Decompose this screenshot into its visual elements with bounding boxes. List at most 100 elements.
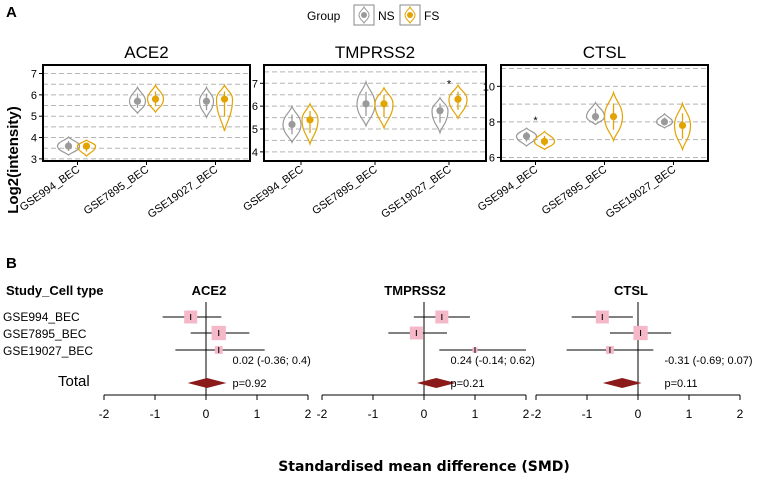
violin-fs-1: [146, 83, 165, 114]
median-dot: [306, 116, 314, 124]
forest-x-tick-label: 1: [254, 407, 261, 421]
panel-b-label: B: [6, 255, 17, 272]
y-tick-label: 6: [31, 90, 37, 102]
violin-ns-1: [356, 79, 376, 128]
x-tick-label: GSE19027_BEC: [379, 164, 454, 221]
forest-x-axis-label: Standardised mean difference (SMD): [278, 459, 570, 475]
forest-x-tick-label: -1: [150, 407, 161, 421]
legend: Group NS FS: [307, 4, 439, 26]
total-p-value: p=0.92: [233, 378, 267, 390]
violin-fs-2: [673, 101, 692, 152]
x-tick-label: GSE7895_BEC: [540, 164, 610, 218]
median-dot: [151, 95, 160, 103]
y-tick-label: 8: [489, 117, 495, 129]
forest-gene-title: CTSL: [614, 283, 648, 298]
forest-ace2: ACE2 -2 -1 0 1 2 0.02 (-0.36; 0.4) p=0.92: [99, 283, 312, 421]
total-ci-text: 0.24 (-0.14; 0.62): [451, 355, 535, 367]
violin-panel-tmprss2: TMPRSS2 4 5 6 7 GSE994_BEC GSE7895_BEC * GSE1902…: [241, 43, 487, 221]
forest-x-tick-label: -2: [317, 407, 328, 421]
violin-panel-ctsl: CTSL 6 8 10 * GSE994_BEC GSE7895_BECGSE19027_B…: [476, 43, 709, 221]
forest-gene-title: TMPRSS2: [384, 283, 445, 298]
violin-fs-1: [374, 86, 394, 130]
violin-fs-1: [603, 90, 624, 143]
forest-x-tick-label: 0: [635, 407, 642, 421]
study-label-gse7895: GSE7895_BEC: [3, 327, 87, 341]
median-dot: [436, 107, 444, 115]
violin-ns-2: [655, 112, 674, 129]
forest-x-tick-label: 2: [523, 407, 530, 421]
forest-x-tick-label: -1: [582, 407, 593, 421]
total-ci-text: -0.31 (-0.69; 0.07): [665, 355, 753, 367]
violin-fs-2: [448, 83, 468, 120]
total-diamond: [602, 378, 642, 388]
violin-fs-0: [76, 139, 97, 158]
median-dot: [454, 95, 462, 103]
panel-a-label: A: [6, 4, 17, 21]
median-dot: [609, 112, 618, 121]
median-dot: [220, 95, 229, 103]
forest-x-tick-label: 1: [686, 407, 693, 421]
x-tick-label: GSE994_BEC: [241, 164, 306, 214]
median-dot: [522, 132, 531, 140]
study-label-gse19027: GSE19027_BEC: [3, 344, 93, 358]
x-tick-label: GSE7895_BEC: [310, 164, 380, 218]
legend-ns-label: NS: [378, 9, 395, 23]
total-p-value: p=0.11: [665, 378, 698, 390]
panel-frame: [500, 64, 709, 162]
median-dot: [660, 118, 669, 126]
panel-title: CTSL: [583, 43, 626, 62]
median-dot: [202, 97, 211, 105]
median-dot: [133, 97, 142, 105]
y-tick-label: 5: [31, 111, 37, 123]
y-tick-label: 3: [31, 154, 37, 166]
violin-ns-1: [585, 101, 606, 126]
violin-ns-0: [56, 136, 81, 156]
median-dot: [591, 112, 600, 121]
forest-tmprss2: TMPRSS2 -2 -1 0 1 2 0.24 (-0.14; 0.62) p=0.21: [317, 283, 535, 421]
significance-star: *: [533, 115, 538, 127]
forest-plots: ACE2 -2 -1 0 1 2 0.02 (-0.36; 0.4) p=0.92 TMPRSS…: [99, 283, 753, 421]
y-axis-label: Log2(intensity): [5, 106, 22, 214]
significance-star: *: [447, 78, 452, 90]
y-tick-label: 4: [252, 147, 258, 159]
violin-ns-0: [282, 104, 302, 144]
forest-x-tick-label: 0: [421, 407, 428, 421]
plot-area: [264, 65, 486, 161]
total-diamond: [187, 378, 227, 388]
forest-x-tick-label: -1: [368, 407, 379, 421]
panel-title: ACE2: [124, 43, 168, 62]
panel-frame: [263, 64, 487, 162]
legend-fs-dot: [407, 12, 413, 18]
y-tick-label: 4: [31, 133, 37, 145]
median-dot: [64, 142, 73, 150]
violin-fs-0: [533, 130, 556, 151]
forest-ctsl: CTSL -2 -1 0 1 2 -0.31 (-0.69; 0.07) p=0.11: [531, 283, 753, 421]
forest-x-tick-label: 2: [305, 407, 312, 421]
x-tick-label: GSE7895_BEC: [82, 164, 152, 218]
x-tick-label: GSE19027_BEC: [604, 164, 679, 221]
median-dot: [678, 121, 687, 130]
forest-header-label: Study_Cell type: [6, 283, 104, 298]
x-tick-label: GSE994_BEC: [476, 164, 541, 214]
legend-ns-dot: [361, 12, 367, 18]
median-dot: [540, 137, 549, 146]
violin-fs-0: [301, 102, 319, 147]
total-p-value: p=0.21: [451, 378, 485, 390]
violin-panel-ace2: ACE2 3 4 5 6 7 GSE994_BEC GSE7895_BECGSE19027_B…: [18, 43, 251, 221]
legend-fs-violin: [404, 5, 416, 25]
forest-gene-title: ACE2: [192, 283, 227, 298]
violin-ns-2: [431, 96, 449, 135]
violin-ns-0: [515, 127, 538, 148]
y-tick-label: 7: [252, 78, 258, 90]
total-ci-text: 0.02 (-0.36; 0.4): [233, 355, 311, 367]
y-tick-label: 10: [483, 81, 495, 93]
y-tick-label: 5: [252, 124, 258, 136]
x-tick-label: GSE19027_BEC: [146, 164, 221, 221]
total-diamond: [416, 378, 456, 388]
x-tick-label: GSE994_BEC: [18, 164, 83, 214]
total-label: Total: [58, 373, 90, 390]
median-dot: [82, 142, 91, 150]
median-dot: [288, 120, 296, 129]
